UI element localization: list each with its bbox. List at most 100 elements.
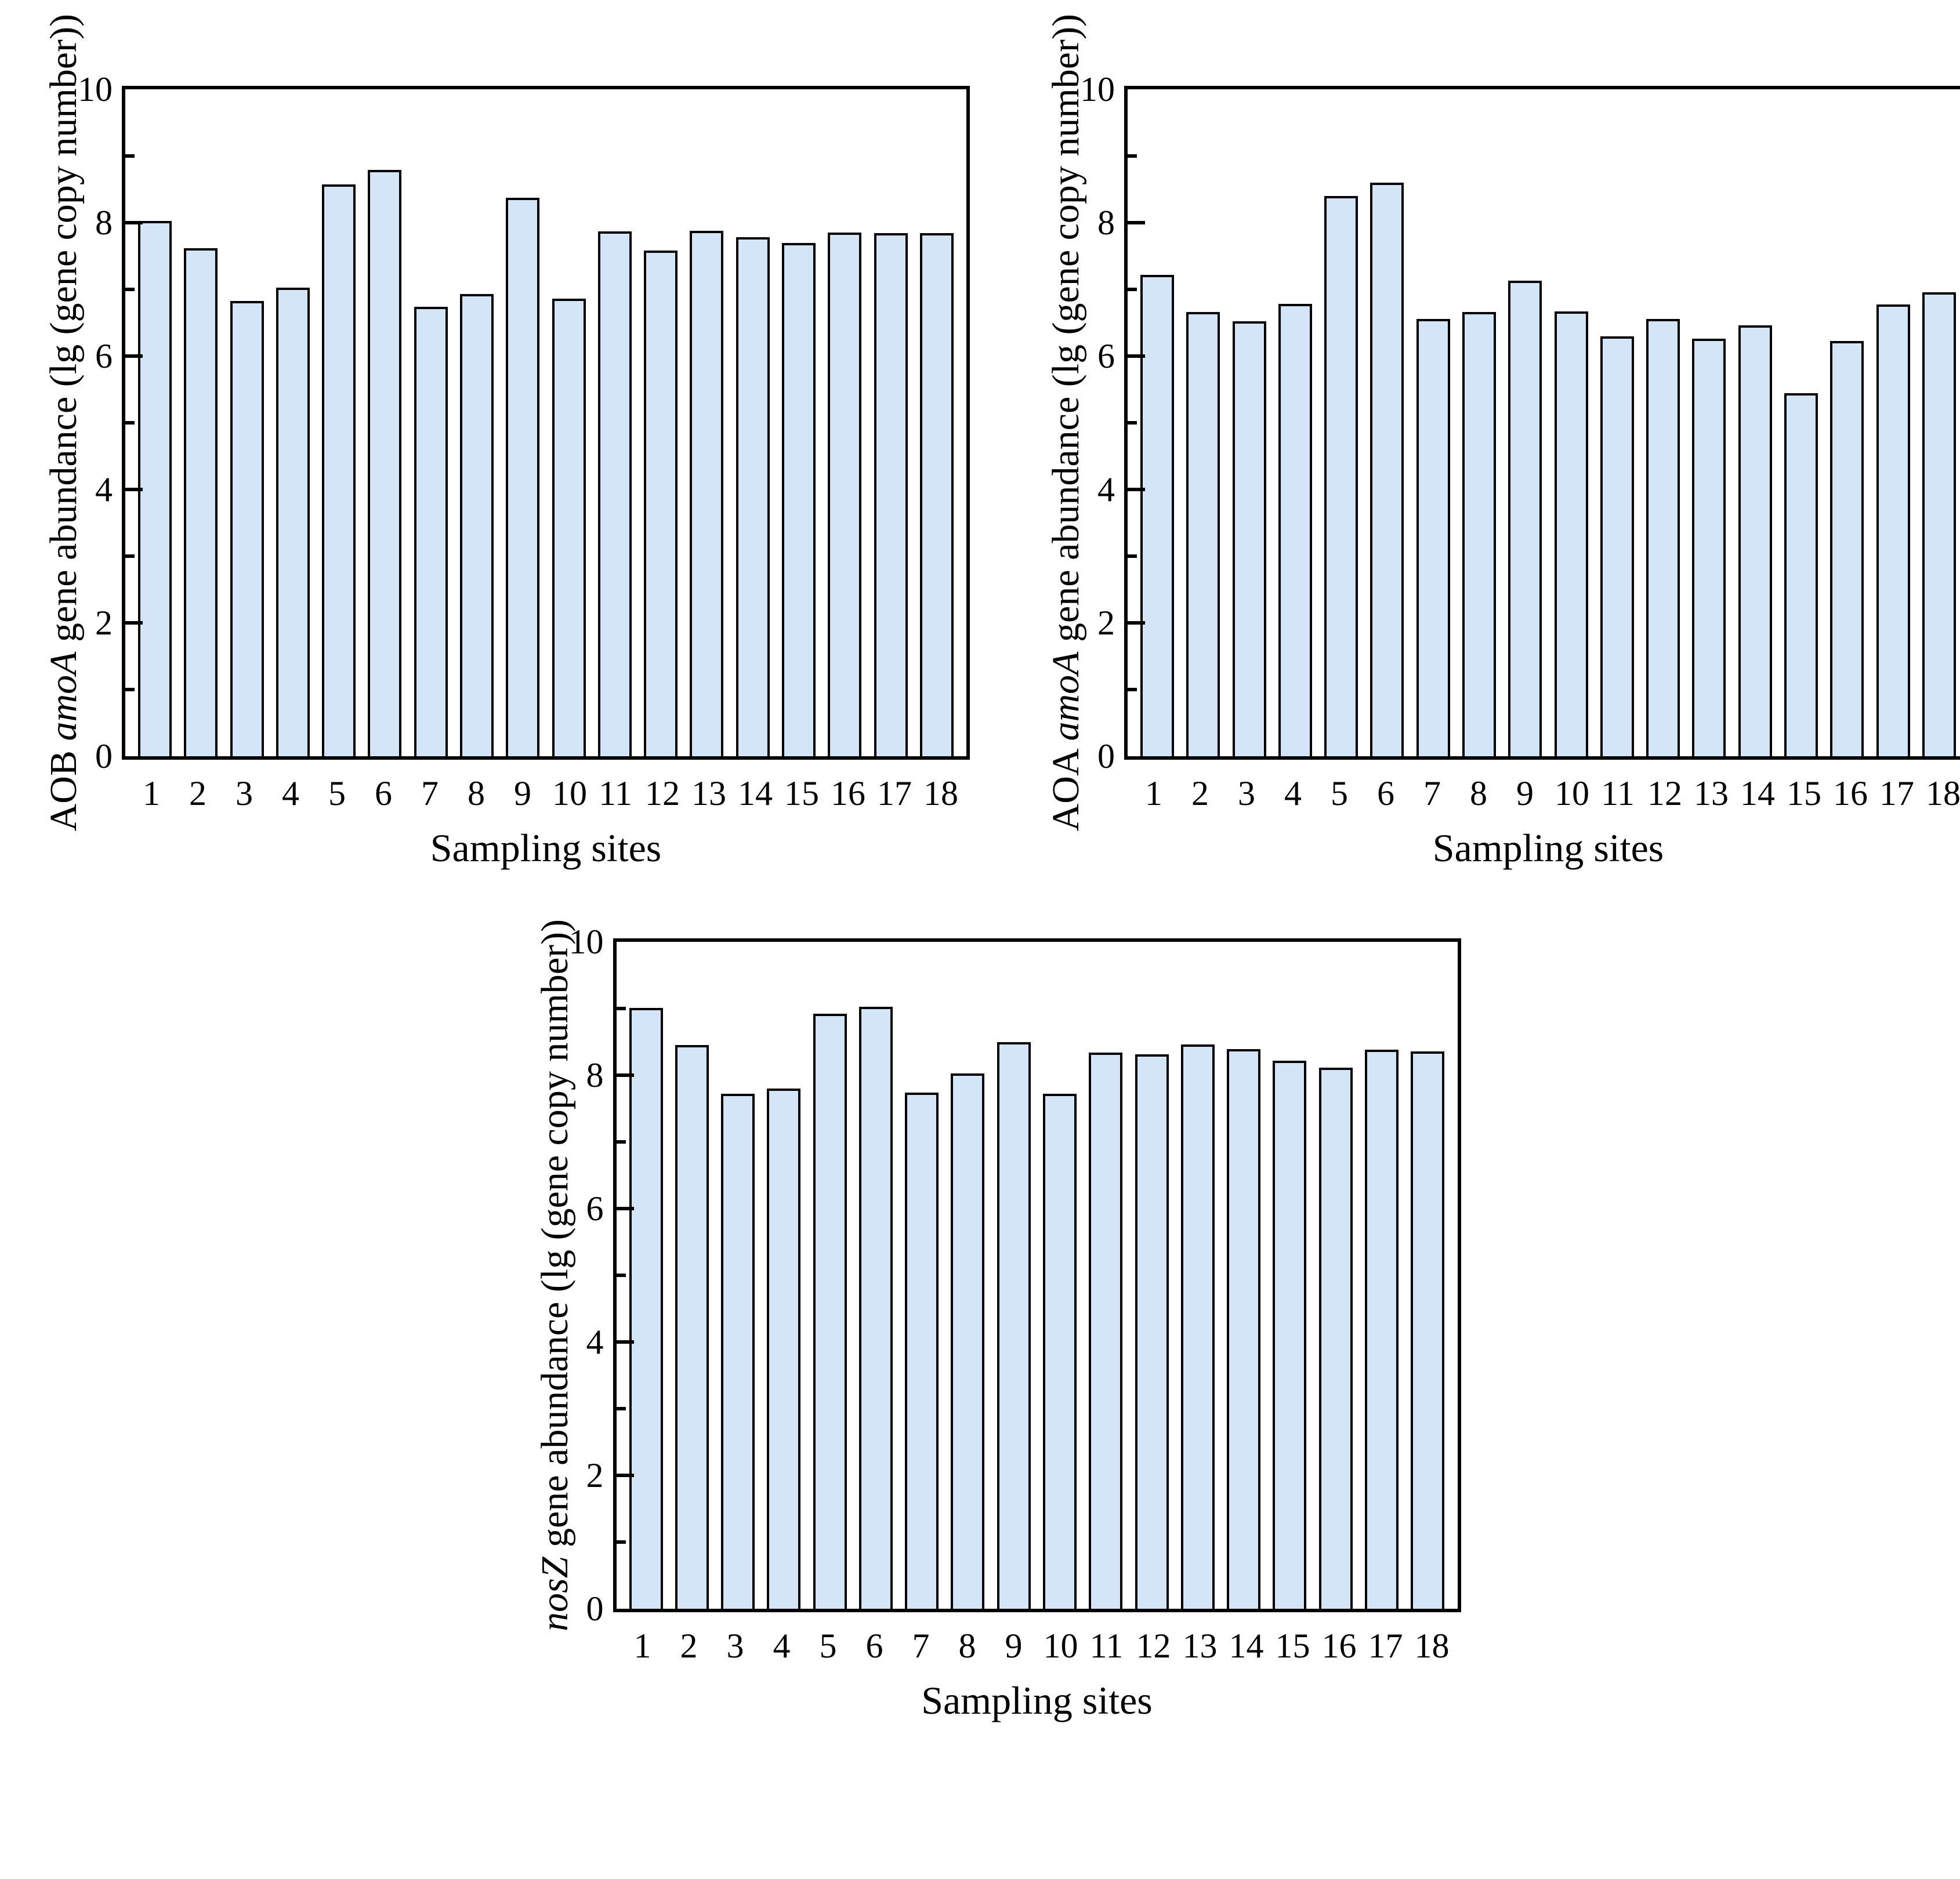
x-tick-label-15: 15 [1275,1627,1310,1665]
x-tick-label-12: 12 [645,774,680,812]
y-axis-tick-labels: 0 2 4 6 8 10 [553,924,613,1626]
y-major-tick-6 [1128,354,1145,358]
x-tick-label-12: 12 [1136,1627,1171,1665]
bar-site-2 [184,248,218,756]
bar-site-14 [736,237,770,756]
bar-site-5 [813,1014,847,1609]
plot-column: 1 2 3 4 5 6 7 8 9 10 11 12 13 14 15 16 17 18 Sampling sit… [613,938,1461,1721]
x-tick-label-4: 4 [282,774,299,812]
bar-site-8 [1462,312,1496,756]
bar-site-6 [1370,183,1404,756]
bar-site-12 [644,251,678,756]
x-axis-tick-labels: 1 2 3 4 5 6 7 8 9 10 11 12 13 14 15 16 17 18 [613,1627,1461,1664]
x-tick-label-10: 10 [1555,774,1589,812]
x-tick-label-9: 9 [1516,774,1534,812]
y-tick-label-10: 10 [1080,70,1115,108]
y-minor-tick-7 [1128,288,1137,291]
bar-site-18 [1922,292,1956,756]
x-tick-label-5: 5 [328,774,346,812]
x-tick-label-4: 4 [773,1627,791,1665]
x-tick-label-15: 15 [784,774,819,812]
x-tick-label-7: 7 [912,1627,930,1665]
x-tick-label-3: 3 [1238,774,1255,812]
plot-column: 1 2 3 4 5 6 7 8 9 10 11 12 13 14 15 16 17 18 Sampling sit… [122,86,970,869]
chart-aob-amoa: AOB amoA gene abundance (lg (gene copy n… [8,14,970,869]
y-major-tick-4 [125,488,143,491]
x-axis-tick-labels: 1 2 3 4 5 6 7 8 9 10 11 12 13 14 15 16 17 18 [1124,775,1960,812]
y-minor-tick-1 [1128,688,1137,691]
x-tick-label-18: 18 [1414,1627,1450,1665]
y-axis-title-column: AOB amoA gene abundance (lg (gene copy n… [8,14,85,831]
x-tick-label-17: 17 [1879,774,1914,812]
x-tick-label-6: 6 [1377,774,1394,812]
x-tick-label-7: 7 [1423,774,1441,812]
y-major-tick-8 [125,221,143,224]
y-tick-label-6: 6 [586,1189,604,1228]
x-tick-label-13: 13 [691,774,726,812]
y-minor-tick-9 [616,1007,626,1010]
x-tick-label-1: 1 [143,774,160,812]
y-minor-tick-9 [1128,154,1137,158]
y-tick-label-6: 6 [1097,337,1115,375]
bar-site-14 [1738,325,1772,756]
bar-site-6 [368,170,402,756]
y-tick-label-8: 8 [586,1056,604,1094]
bar-site-8 [951,1073,985,1609]
plot-area [613,938,1461,1612]
bar-site-15 [1273,1060,1307,1609]
x-tick-label-15: 15 [1787,774,1821,812]
y-major-tick-4 [1128,488,1145,491]
bar-site-13 [1180,1044,1215,1609]
x-tick-label-17: 17 [877,774,912,812]
x-tick-label-1: 1 [1145,774,1162,812]
y-major-tick-6 [616,1207,634,1210]
bar-site-11 [597,231,632,756]
y-tick-label-6: 6 [95,337,113,375]
bar-site-5 [1324,196,1358,756]
bar-site-14 [1227,1049,1261,1609]
x-tick-label-5: 5 [819,1627,837,1665]
x-axis-title: Sampling sites [1432,826,1664,870]
y-axis-title-column: nosZ gene abundance (lg (gene copy numbe… [499,919,576,1631]
x-tick-label-1: 1 [633,1627,651,1665]
x-tick-label-2: 2 [680,1627,698,1665]
y-tick-label-2: 2 [586,1456,604,1495]
bar-site-6 [858,1006,893,1609]
x-axis-title: Sampling sites [430,826,662,870]
y-tick-label-2: 2 [1097,604,1115,642]
bar-site-7 [905,1092,939,1609]
bar-site-17 [1876,304,1910,756]
y-major-tick-8 [616,1073,634,1077]
x-tick-label-11: 11 [1601,774,1635,812]
y-tick-label-10: 10 [78,70,113,108]
y-minor-tick-5 [616,1274,626,1277]
y-axis-tick-labels: 0 2 4 6 8 10 [1064,72,1124,774]
x-tick-label-3: 3 [726,1627,744,1665]
x-tick-label-16: 16 [1833,774,1868,812]
x-tick-label-8: 8 [1470,774,1487,812]
bar-site-18 [1411,1051,1445,1609]
figure: AOB amoA gene abundance (lg (gene copy n… [0,14,1960,1721]
x-tick-label-14: 14 [1740,774,1775,812]
y-major-tick-2 [616,1474,634,1477]
y-minor-tick-1 [616,1540,626,1544]
x-tick-label-7: 7 [421,774,439,812]
bar-site-4 [276,287,310,756]
bar-site-9 [1508,281,1542,756]
bar-site-10 [1554,311,1588,756]
y-minor-tick-3 [1128,554,1137,558]
plot-area [122,86,970,760]
y-minor-tick-3 [616,1407,626,1410]
x-tick-label-4: 4 [1284,774,1302,812]
x-tick-label-14: 14 [738,774,773,812]
bar-site-18 [919,233,954,756]
y-tick-label-4: 4 [95,470,113,509]
bar-site-1 [629,1007,663,1609]
y-major-tick-4 [616,1340,634,1344]
y-tick-label-4: 4 [586,1323,604,1361]
x-tick-label-16: 16 [831,774,865,812]
x-tick-label-11: 11 [1089,1627,1124,1665]
y-major-tick-2 [1128,621,1145,625]
bar-site-9 [506,198,540,756]
bottom-row: nosZ gene abundance (lg (gene copy numbe… [0,919,1960,1721]
